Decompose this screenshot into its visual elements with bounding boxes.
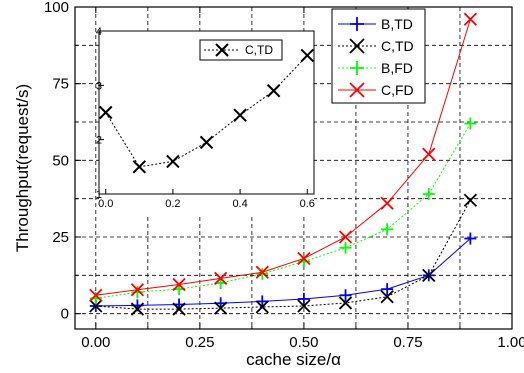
x-tick-label: 0.00 (81, 334, 110, 351)
data-point-c-td (255, 300, 269, 314)
data-point-c-td (463, 193, 478, 207)
x-tick-label: 0.75 (393, 334, 422, 351)
data-point-c-fd (214, 271, 228, 286)
y-tick-label: 25 (52, 229, 69, 246)
main-axis-ticks: 0.00 0.25 0.50 0.75 1.00 0 25 50 75 100 (44, 0, 524, 351)
series-line-c-fd (95, 19, 471, 296)
legend-item: C,FD (338, 82, 414, 98)
legend-box (331, 8, 426, 104)
inset-x-tick-label: 0.6 (300, 198, 315, 210)
legend-item: B,FD (338, 60, 413, 76)
data-point-c-td (380, 290, 394, 304)
inset-legend: C,TD (199, 39, 283, 61)
legend-item: C,TD (338, 38, 414, 54)
series-line-b-fd (95, 123, 471, 299)
legend-item: B,TD (338, 16, 413, 32)
legend-marker (349, 82, 365, 98)
inset-data-point (99, 105, 113, 120)
y-axis-label: Throughput(request/s) (13, 84, 32, 252)
data-point-b-td (381, 283, 394, 296)
data-point-b-td (339, 289, 352, 302)
y-tick-label: 0 (61, 306, 69, 323)
data-point-c-td (297, 299, 311, 313)
inset-y-tick-label: 2 (96, 135, 102, 147)
data-point-c-td (422, 268, 436, 282)
x-tick-label: 1.00 (497, 334, 524, 351)
y-tick-label: 100 (44, 0, 69, 16)
data-point-c-td (214, 301, 228, 315)
inset-background (99, 31, 314, 214)
data-point-c-fd (380, 196, 394, 210)
data-point-b-td (464, 232, 477, 245)
data-point-c-fd (338, 230, 353, 244)
inset-legend-marker (215, 43, 229, 57)
data-point-b-fd (464, 117, 477, 130)
inset-chart: 0.0 0.2 0.4 0.6 1 2 3 4 C,TD (96, 26, 315, 214)
data-point-b-fd (422, 188, 435, 201)
series-line-c-td (95, 199, 471, 310)
legend-label: B,TD (381, 16, 413, 32)
legend-label: C,TD (381, 38, 414, 54)
data-point-b-fd (131, 286, 144, 299)
data-point-c-td (338, 296, 353, 310)
inset-legend-box (199, 39, 283, 61)
series-line-b-td (95, 238, 471, 307)
data-point-b-fd (381, 223, 394, 236)
data-point-b-fd (256, 267, 269, 280)
inset-series-layer (99, 48, 314, 174)
legend-label: B,FD (381, 60, 413, 76)
data-point-c-td (89, 299, 103, 313)
data-point-b-fd (339, 241, 352, 254)
inset-legend-item: C,TD (204, 43, 273, 57)
inset-y-tick-label: 3 (96, 80, 102, 92)
inset-x-tick-label: 0.2 (165, 198, 180, 210)
inset-plot-frame (98, 30, 315, 195)
inset-data-point (132, 160, 147, 174)
inset-data-point (199, 135, 214, 150)
data-point-c-td (172, 302, 186, 316)
data-point-c-fd (89, 288, 103, 302)
inset-data-point (233, 108, 247, 122)
y-tick-label: 75 (52, 76, 69, 93)
x-axis-label: cache size/α (246, 350, 341, 369)
y-tick-label: 50 (52, 152, 69, 169)
data-point-c-td (130, 302, 145, 316)
x-tick-label: 0.50 (289, 334, 318, 351)
x-tick-label: 0.25 (185, 334, 214, 351)
legend-marker (349, 38, 365, 54)
main-plot-frame (74, 6, 513, 330)
data-point-b-td (256, 295, 269, 308)
legend-marker (350, 17, 364, 31)
inset-data-point (300, 48, 314, 63)
inset-x-tick-label: 0.4 (232, 198, 247, 210)
legend-marker (350, 61, 364, 75)
inset-data-point (166, 154, 180, 169)
inset-y-tick-label: 1 (96, 189, 102, 201)
data-point-c-fd (255, 265, 269, 279)
data-point-c-fd (463, 12, 478, 26)
data-point-c-fd (172, 277, 186, 292)
main-series-layer (89, 12, 478, 316)
data-point-c-fd (297, 251, 311, 266)
legend-label: C,FD (381, 82, 414, 98)
inset-data-point (266, 84, 281, 98)
data-point-c-fd (130, 283, 145, 297)
data-point-b-td (297, 292, 310, 305)
inset-axis-ticks: 0.0 0.2 0.4 0.6 1 2 3 4 (96, 26, 315, 210)
main-legend: B,TD C,TD B,FD C,FD (331, 8, 426, 104)
data-point-c-fd (422, 147, 436, 161)
inset-x-tick-label: 0.0 (98, 198, 113, 210)
inset-y-tick-label: 4 (96, 26, 102, 38)
inset-legend-label: C,TD (245, 43, 273, 57)
